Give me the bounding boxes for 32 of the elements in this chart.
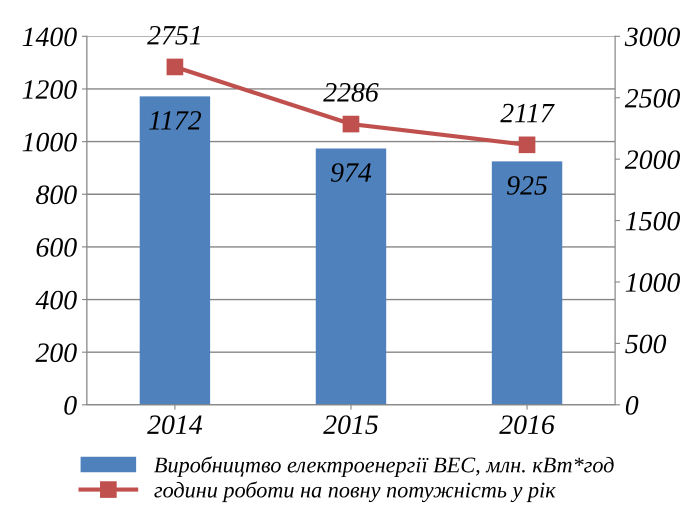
y-tick-label: 600 <box>36 238 77 257</box>
data-label: 2117 <box>500 104 555 122</box>
y-tick-label: 800 <box>36 185 77 204</box>
x-tick-label: 2016 <box>499 415 555 434</box>
y2-tick-label: 0 <box>626 396 638 415</box>
y-tick-label: 1400 <box>22 27 77 46</box>
x-tick-label: 2014 <box>147 415 202 434</box>
data-label: 2751 <box>147 26 200 45</box>
legend-label: Виробництво електроенергії ВЕС, млн. кВт*год <box>154 456 614 477</box>
data-label: 974 <box>330 163 372 182</box>
y2-tick-label: 1000 <box>626 273 680 292</box>
data-label: 1172 <box>149 111 202 130</box>
point <box>166 58 184 76</box>
bar <box>492 161 562 405</box>
y2-tick-label: 3000 <box>624 27 680 46</box>
y-tick-label: 1000 <box>22 132 77 152</box>
y2-tick-label: 2500 <box>624 88 680 108</box>
bar <box>316 148 386 405</box>
data-label: 2286 <box>323 82 379 102</box>
y2-tick-label: 500 <box>625 334 666 354</box>
data-label: 925 <box>507 176 548 195</box>
point <box>342 116 360 132</box>
y-tick-label: 1200 <box>22 80 77 99</box>
y2-tick-label: 2000 <box>624 150 680 170</box>
x-tick-label: 2015 <box>323 415 378 434</box>
y2-tick-label: 1500 <box>626 212 680 230</box>
legend-label: години роботи на повну потужність у рік <box>154 481 556 502</box>
y-tick-label: 0 <box>64 396 77 415</box>
y-tick-label: 200 <box>36 343 77 362</box>
bar <box>140 96 210 405</box>
point <box>518 136 536 154</box>
y-tick-label: 400 <box>36 290 77 310</box>
